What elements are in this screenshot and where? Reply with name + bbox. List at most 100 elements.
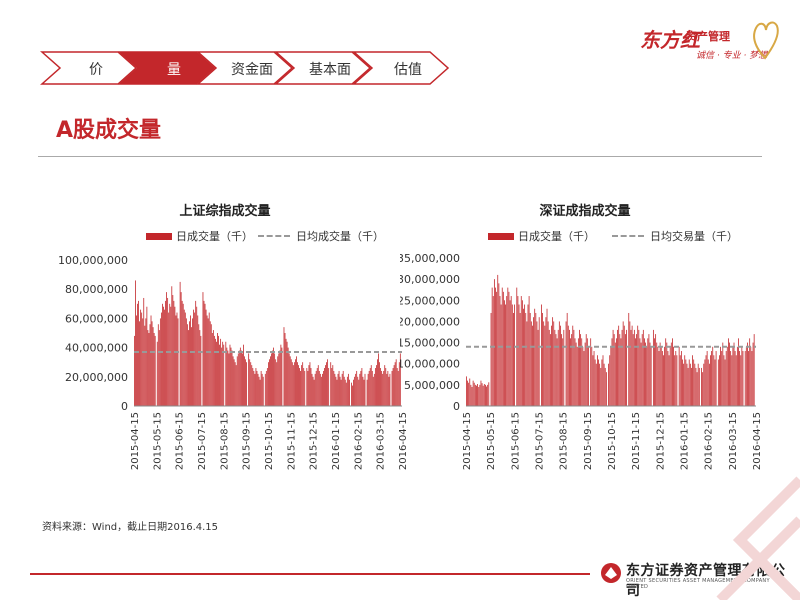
bar — [600, 367, 602, 406]
bar — [199, 330, 201, 406]
bar — [493, 279, 495, 406]
bar — [499, 296, 501, 406]
bar — [219, 344, 220, 406]
x-tick-label: 2015-06-15 — [175, 412, 186, 470]
bar — [519, 312, 521, 406]
bar — [240, 350, 242, 406]
bar — [477, 384, 478, 406]
bar — [588, 346, 589, 406]
bar — [517, 296, 519, 406]
bar — [509, 300, 511, 406]
tab-valuation[interactable]: 估值 — [394, 62, 422, 78]
tab-price[interactable]: 价 — [89, 62, 103, 78]
bar — [266, 368, 268, 406]
bar — [541, 304, 542, 406]
bar — [680, 351, 682, 406]
bar — [725, 351, 727, 406]
bar — [675, 351, 677, 406]
chart-title: 深证成指成交量 — [539, 204, 631, 219]
bar — [672, 338, 673, 406]
bar — [363, 379, 365, 406]
bar — [356, 370, 358, 406]
bar — [162, 303, 163, 406]
bar — [636, 334, 637, 406]
bar — [669, 346, 671, 406]
bar — [205, 309, 207, 406]
bar — [485, 384, 486, 406]
bar — [742, 351, 744, 406]
tab-funds[interactable]: 资金面 — [231, 62, 273, 78]
bar — [293, 362, 295, 406]
legend-bar-label: 日成交量（千） — [176, 230, 253, 243]
bar — [689, 363, 691, 406]
x-tick-label: 2015-11-15 — [286, 412, 297, 470]
bar — [250, 362, 252, 406]
bar — [585, 334, 587, 406]
bar — [710, 355, 711, 406]
bar — [594, 359, 596, 406]
step-tab-valuation-shape[interactable] — [352, 51, 450, 85]
bar — [712, 346, 714, 406]
bar — [154, 335, 156, 406]
bar — [597, 355, 598, 406]
bar — [518, 304, 520, 406]
bar — [483, 384, 485, 406]
y-tick-label: 20,000,000 — [400, 315, 460, 328]
bar — [521, 300, 523, 406]
bar — [549, 334, 551, 406]
bar — [234, 362, 236, 406]
x-tick-label: 2015-10-15 — [607, 412, 618, 470]
bar — [298, 365, 299, 406]
bar — [649, 342, 651, 406]
step-tab-fundamentals-shape[interactable] — [274, 51, 372, 85]
bar — [561, 334, 562, 406]
bar — [320, 376, 322, 406]
tab-fundamentals[interactable]: 基本面 — [309, 62, 351, 78]
bar — [339, 376, 341, 406]
bar — [318, 370, 320, 406]
tab-volume[interactable]: 量 — [167, 62, 181, 78]
bar — [303, 368, 305, 406]
corner-decoration — [716, 476, 800, 600]
bar — [362, 376, 364, 406]
bar — [719, 355, 720, 406]
brand-name: 东方红 — [640, 28, 700, 52]
step-tab-volume-shape[interactable] — [118, 51, 216, 85]
bar — [514, 304, 515, 406]
bar — [141, 312, 143, 406]
x-tick-label: 2015-09-15 — [242, 412, 253, 470]
bar — [728, 338, 729, 406]
bar — [173, 300, 175, 406]
legend-line-label: 日均成交量（千） — [296, 230, 384, 243]
bar — [652, 329, 654, 406]
bar — [244, 356, 245, 406]
bar — [659, 342, 661, 406]
legend-line-label: 日均交易量（千） — [650, 230, 738, 243]
bar — [590, 338, 592, 406]
bar — [138, 300, 139, 406]
bar — [469, 378, 471, 406]
bar — [235, 365, 237, 406]
bar — [644, 338, 645, 406]
bar — [747, 342, 748, 406]
step-tab-funds-shape[interactable] — [196, 51, 294, 85]
bar — [182, 303, 184, 406]
bar — [741, 346, 743, 406]
bar — [388, 376, 390, 406]
bar — [628, 312, 630, 406]
bar — [246, 362, 247, 406]
chart-plot: 100,000,000 80,000,000 60,000,000 40,000,00… — [58, 254, 409, 470]
bar — [389, 373, 391, 406]
bar — [591, 346, 593, 406]
bar — [663, 355, 664, 406]
bar — [170, 306, 172, 406]
bar — [301, 365, 303, 406]
step-tab-price-shape[interactable] — [40, 51, 138, 85]
chart-plot: 35,000,000 30,000,000 25,000,000 20,000,000… — [400, 252, 763, 470]
bar — [268, 362, 269, 406]
bar — [315, 370, 317, 406]
bar — [200, 335, 202, 406]
bar — [536, 321, 538, 406]
x-tick-label: 2016-04-15 — [752, 412, 763, 470]
x-tick-label: 2016-03-15 — [376, 412, 387, 470]
